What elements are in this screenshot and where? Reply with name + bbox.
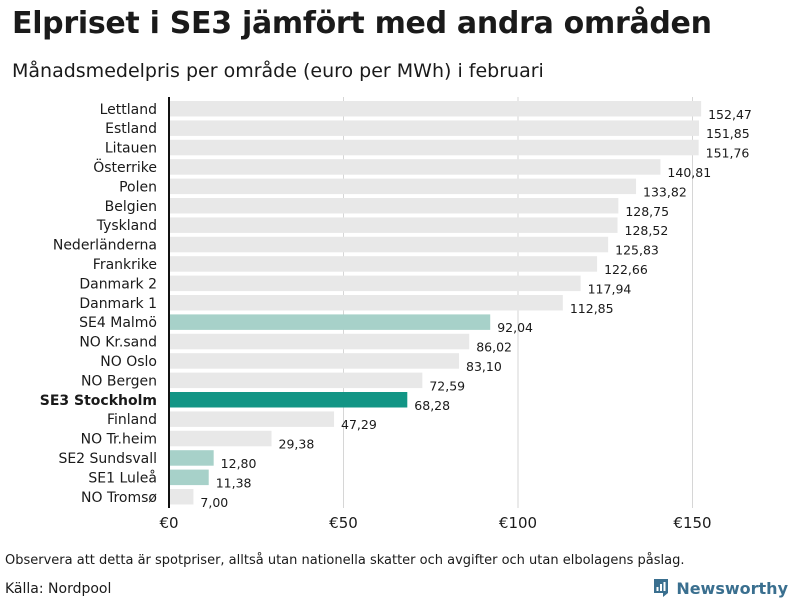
brand[interactable]: Newsworthy <box>652 578 788 598</box>
category-label: SE1 Luleå <box>88 469 157 486</box>
category-label: Danmark 2 <box>79 276 157 292</box>
bar <box>169 430 272 447</box>
bar <box>169 450 214 466</box>
bar <box>169 469 209 486</box>
category-label: SE3 Stockholm <box>40 393 157 409</box>
value-label: 152,47 <box>708 107 752 122</box>
value-label: 68,28 <box>414 398 450 413</box>
value-label: 125,83 <box>615 243 659 258</box>
category-label: NO Tromsø <box>81 490 157 506</box>
category-label: Danmark 1 <box>79 296 157 312</box>
bar <box>169 159 661 175</box>
category-label: NO Kr.sand <box>79 335 157 351</box>
source-label: Källa: Nordpool <box>5 581 112 597</box>
bar <box>169 372 423 389</box>
bar <box>169 314 491 330</box>
x-tick-label: €100 <box>499 514 537 532</box>
bar <box>169 178 637 195</box>
bar <box>169 236 609 253</box>
value-label: 92,04 <box>497 320 533 335</box>
value-label: 122,66 <box>604 262 648 277</box>
value-label: 83,10 <box>466 359 502 374</box>
bar <box>169 392 408 408</box>
value-label: 12,80 <box>221 456 257 471</box>
category-label: SE4 Malmö <box>79 315 157 331</box>
value-label: 117,94 <box>588 281 632 296</box>
category-label: Litauen <box>105 141 157 157</box>
bar <box>169 256 598 272</box>
category-label: Nederländerna <box>53 238 157 254</box>
bar <box>169 489 194 505</box>
value-label: 47,29 <box>341 417 377 432</box>
value-label: 7,00 <box>200 495 228 510</box>
bar <box>169 139 699 156</box>
category-label: Estland <box>105 121 157 137</box>
value-label: 112,85 <box>570 301 614 316</box>
chart-title: Elpriset i SE3 jämfört med andra områden <box>12 6 712 41</box>
brand-name: Newsworthy <box>676 578 788 598</box>
category-label: Österrike <box>93 158 157 176</box>
category-label: Belgien <box>105 199 157 215</box>
category-label: Tyskland <box>96 218 157 234</box>
bar <box>169 217 618 233</box>
category-label: NO Tr.heim <box>81 432 157 448</box>
category-label: Frankrike <box>93 257 157 273</box>
bar <box>169 198 619 214</box>
bar <box>169 353 460 369</box>
bar <box>169 101 702 117</box>
category-label: Polen <box>119 179 157 195</box>
footnote: Observera att detta är spotpriser, allts… <box>5 553 685 568</box>
bar-chart: Lettland 152,47 Estland 151,85 Litauen 151,76… <box>40 97 752 532</box>
value-label: 133,82 <box>643 184 687 199</box>
value-label: 128,75 <box>625 204 669 219</box>
bar <box>169 411 335 427</box>
x-tick-label: €0 <box>159 514 178 532</box>
value-label: 140,81 <box>667 165 711 180</box>
value-label: 151,85 <box>706 126 750 141</box>
newsworthy-logo-icon <box>654 579 669 597</box>
category-label: NO Oslo <box>100 354 157 370</box>
x-tick-label: €50 <box>329 514 358 532</box>
category-label: Finland <box>107 412 157 428</box>
bar <box>169 333 470 350</box>
value-label: 151,76 <box>706 146 750 161</box>
value-label: 72,59 <box>429 378 465 393</box>
bar <box>169 275 581 292</box>
bar <box>169 295 563 311</box>
category-label: SE2 Sundsvall <box>58 451 157 467</box>
value-label: 128,52 <box>625 223 669 238</box>
value-label: 29,38 <box>279 437 315 452</box>
category-label: Lettland <box>100 102 157 118</box>
chart-subtitle: Månadsmedelpris per område (euro per MWh… <box>12 60 544 82</box>
x-tick-label: €150 <box>673 514 711 532</box>
value-label: 11,38 <box>216 475 252 490</box>
category-label: NO Bergen <box>81 373 157 389</box>
value-label: 86,02 <box>476 340 512 355</box>
bar <box>169 120 699 136</box>
